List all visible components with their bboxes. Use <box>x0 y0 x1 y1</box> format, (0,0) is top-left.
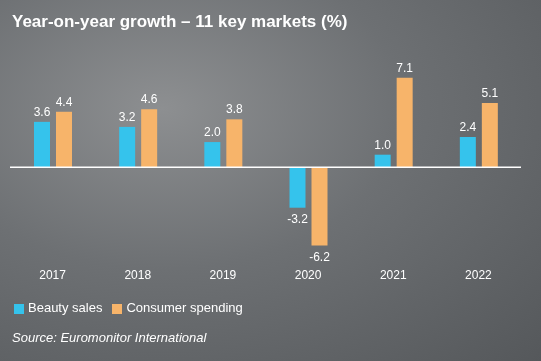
svg-text:7.1: 7.1 <box>396 61 413 75</box>
svg-text:4.4: 4.4 <box>56 95 73 109</box>
svg-text:-3.2: -3.2 <box>287 212 308 226</box>
svg-text:2.4: 2.4 <box>459 120 476 134</box>
svg-text:2021: 2021 <box>380 268 407 282</box>
svg-text:2022: 2022 <box>465 268 492 282</box>
html-text:Consumer spending: Consumer spending <box>126 300 243 315</box>
svg-text:2018: 2018 <box>124 268 151 282</box>
html-text:Year-on-year growth – 11 key m: Year-on-year growth – 11 key markets (%) <box>12 12 348 31</box>
html-text:Beauty sales: Beauty sales <box>28 300 103 315</box>
svg-text:3.8: 3.8 <box>226 102 243 116</box>
svg-text:2017: 2017 <box>39 268 66 282</box>
svg-text:1.0: 1.0 <box>374 138 391 152</box>
html-text:Source: Euromonitor Internatio: Source: Euromonitor International <box>12 330 207 345</box>
svg-text:2020: 2020 <box>295 268 322 282</box>
svg-text:2019: 2019 <box>210 268 237 282</box>
svg-text:5.1: 5.1 <box>481 86 498 100</box>
svg-text:4.6: 4.6 <box>141 92 158 106</box>
svg-text:2.0: 2.0 <box>204 125 221 139</box>
svg-text:3.6: 3.6 <box>34 105 51 119</box>
svg-text:-6.2: -6.2 <box>309 250 330 264</box>
svg-text:3.2: 3.2 <box>119 110 136 124</box>
